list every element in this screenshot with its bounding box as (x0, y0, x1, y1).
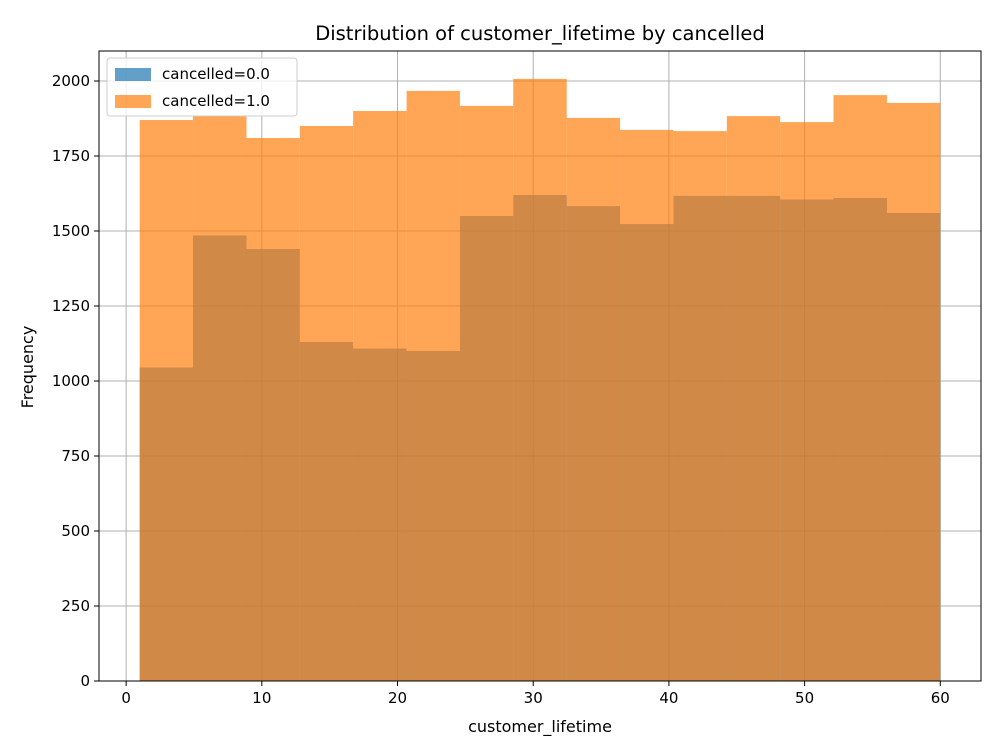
y-tick-label: 750 (61, 447, 90, 465)
y-axis-label: Frequency (18, 326, 37, 409)
bar-series-1-bin-1 (193, 116, 247, 682)
x-tick-label: 50 (795, 689, 814, 707)
x-tick-label: 20 (388, 689, 407, 707)
y-tick-label: 1000 (52, 372, 90, 390)
x-tick-label: 40 (659, 689, 678, 707)
legend-swatch-0 (115, 68, 151, 81)
x-tick-label: 10 (252, 689, 271, 707)
legend-swatch-1 (115, 95, 151, 108)
histogram-bars (139, 78, 941, 682)
y-tick-label: 1250 (52, 297, 90, 315)
y-tick-label: 1750 (52, 147, 90, 165)
bar-series-1-bin-2 (246, 138, 300, 681)
y-tick-label: 2000 (52, 72, 90, 90)
legend: cancelled=0.0 cancelled=1.0 (106, 57, 298, 117)
bar-series-1-bin-6 (459, 105, 514, 681)
bar-series-1-bin-12 (780, 122, 834, 682)
x-tick-label: 0 (121, 689, 131, 707)
x-tick-label: 60 (931, 689, 950, 707)
plot-frame (98, 50, 982, 682)
y-axis-ticks: 0 250 500 750 1000 1250 1500 1750 2000 (52, 72, 99, 690)
x-axis-label: customer_lifetime (468, 717, 612, 737)
bar-series-1-bin-4 (353, 111, 407, 681)
legend-box (106, 57, 298, 117)
bar-series-1-bin-13 (833, 95, 887, 682)
y-tick-label: 1500 (52, 222, 90, 240)
bar-series-1-bin-7 (513, 78, 567, 681)
y-tick-label: 250 (61, 597, 90, 615)
x-tick-label: 30 (524, 689, 543, 707)
bar-series-1-bin-5 (406, 90, 460, 681)
bar-series-1-bin-8 (566, 117, 621, 681)
x-axis-ticks: 0 10 20 30 40 50 60 (121, 681, 950, 707)
bar-series-1-bin-3 (299, 126, 354, 681)
bar-series-1-bin-11 (726, 116, 781, 682)
y-tick-label: 500 (61, 522, 90, 540)
bar-series-1-bin-9 (620, 129, 674, 681)
bar-series-1-bin-10 (673, 131, 727, 682)
y-tick-label: 0 (80, 672, 90, 690)
chart-title: Distribution of customer_lifetime by can… (315, 22, 765, 45)
legend-label-0: cancelled=0.0 (162, 65, 270, 83)
bar-series-1-bin-14 (886, 102, 941, 681)
bar-series-1-bin-0 (139, 120, 194, 681)
legend-label-1: cancelled=1.0 (162, 92, 270, 110)
